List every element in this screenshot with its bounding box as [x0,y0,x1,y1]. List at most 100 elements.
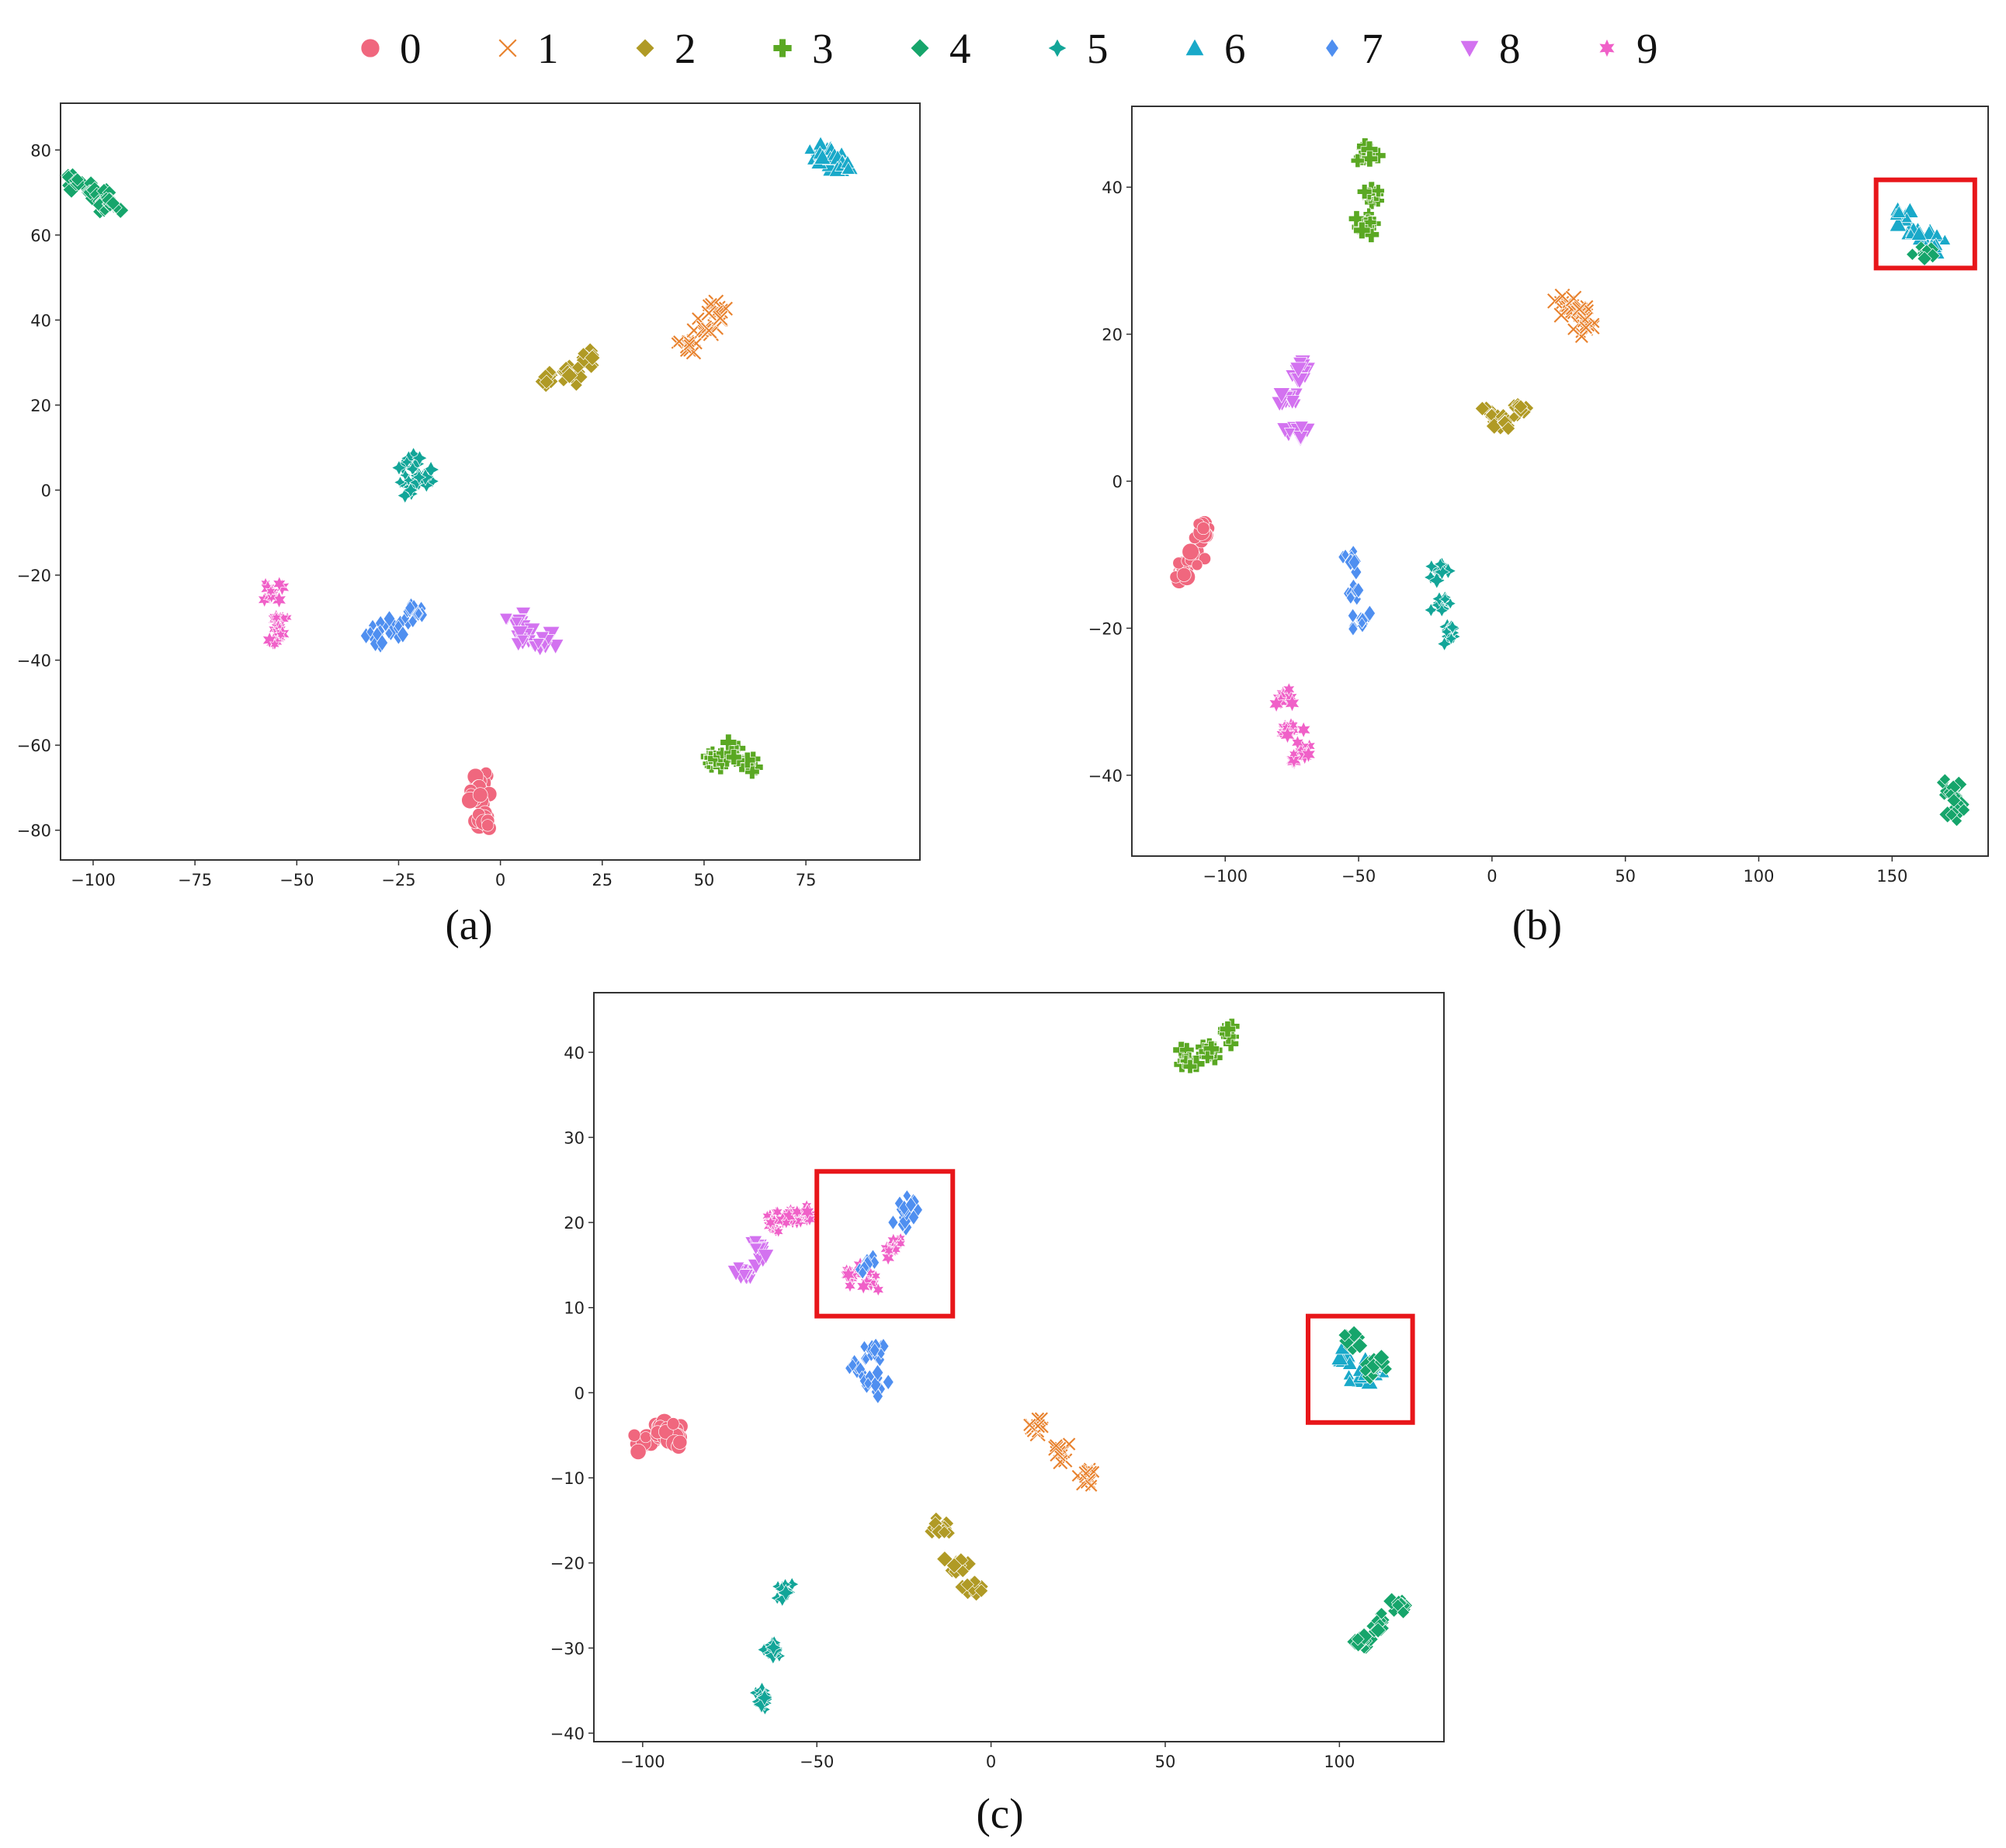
legend-label-7: 7 [1362,25,1383,72]
point-1 [712,310,729,327]
point-5 [776,1583,795,1602]
caption-c: (c) [976,1790,1023,1837]
legend-marker-3 [772,38,793,58]
caption-b: (b) [1512,901,1562,948]
point-2 [937,1525,952,1539]
point-0 [1176,567,1192,582]
point-7 [882,1374,894,1391]
point-6 [841,161,856,175]
point-9 [764,1215,777,1230]
legend-marker-9 [1598,38,1616,58]
cluster-6 [803,136,859,177]
legend: 0 1 2 3 4 5 6 7 8 9 [360,25,1658,72]
point-9 [1288,747,1300,761]
point-9 [780,1216,793,1230]
x-tick-label: −25 [381,871,415,889]
plot-frame-b [1131,106,1989,857]
point-1 [1578,320,1594,335]
point-2 [571,360,585,374]
point-5 [400,449,418,467]
point-9 [1268,695,1285,713]
point-0 [630,1443,647,1460]
point-4 [1945,808,1958,821]
point-5 [411,449,428,466]
point-6 [1891,205,1907,218]
point-9 [856,1278,871,1295]
legend-marker-4 [910,38,930,58]
point-7 [414,607,423,620]
plot-frame-a [60,102,921,861]
point-5 [1440,626,1453,638]
y-tick-label: 20 [564,1214,585,1233]
point-2 [1474,400,1491,417]
point-0 [640,1431,652,1444]
point-1 [1033,1411,1049,1427]
point-9 [841,1266,856,1284]
x-tick-label: 0 [1487,867,1497,886]
point-8 [748,1243,763,1256]
point-3 [1356,184,1373,199]
legend-label-3: 3 [812,25,834,72]
y-tick-label: 60 [30,227,51,245]
point-2 [936,1550,953,1568]
point-6 [803,143,817,154]
point-3 [1363,216,1377,229]
cluster-1 [1022,1411,1101,1493]
point-1 [1084,1479,1098,1493]
point-7 [1341,548,1350,561]
x-tick-label: 100 [1324,1753,1355,1771]
point-7 [869,1255,880,1271]
point-9 [870,1269,882,1282]
point-2 [539,374,554,390]
point-1 [1567,322,1581,336]
legend-marker-1 [498,38,518,58]
point-9 [1282,681,1296,697]
point-9 [266,591,278,605]
point-3 [1371,184,1385,198]
y-tick-label: −10 [550,1469,585,1488]
x-tick-label: 75 [796,871,817,889]
point-7 [902,1189,912,1202]
cluster-0 [461,766,498,836]
point-4 [1359,1364,1372,1378]
point-8 [732,1261,745,1274]
point-4 [1938,773,1952,785]
point-9 [872,1282,885,1298]
y-tick-label: 0 [1112,473,1123,491]
point-7 [858,1266,868,1280]
point-4 [1338,1328,1352,1342]
y-tick-label: 40 [30,311,51,330]
cluster-3 [700,733,764,780]
point-7 [876,1347,886,1360]
point-7 [894,1195,905,1212]
x-tick-label: −50 [279,871,314,889]
point-8 [748,1235,763,1249]
point-8 [535,631,550,645]
point-5 [418,477,435,494]
cluster-1 [670,293,734,361]
y-tick-label: 40 [564,1044,585,1063]
y-tick-label: 0 [41,481,51,500]
y-tick-label: −20 [1088,619,1123,638]
point-9 [269,638,281,651]
highlight-box-0 [1873,177,1977,271]
point-3 [1350,153,1365,168]
cluster-9 [257,575,293,651]
point-7 [869,1375,882,1394]
cluster-3 [1172,1018,1241,1074]
point-0 [481,819,495,832]
point-0 [1191,559,1203,571]
point-9 [890,1243,902,1257]
point-4 [106,196,121,211]
point-5 [1436,636,1452,652]
point-0 [666,1417,680,1430]
cluster-4 [1338,1325,1413,1655]
point-8 [510,616,523,629]
point-2 [584,349,601,366]
legend-marker-6 [1185,38,1205,56]
point-2 [1513,399,1529,414]
point-9 [1296,720,1311,739]
cluster-8 [1271,355,1317,448]
point-9 [1284,694,1300,713]
point-9 [1279,726,1296,744]
